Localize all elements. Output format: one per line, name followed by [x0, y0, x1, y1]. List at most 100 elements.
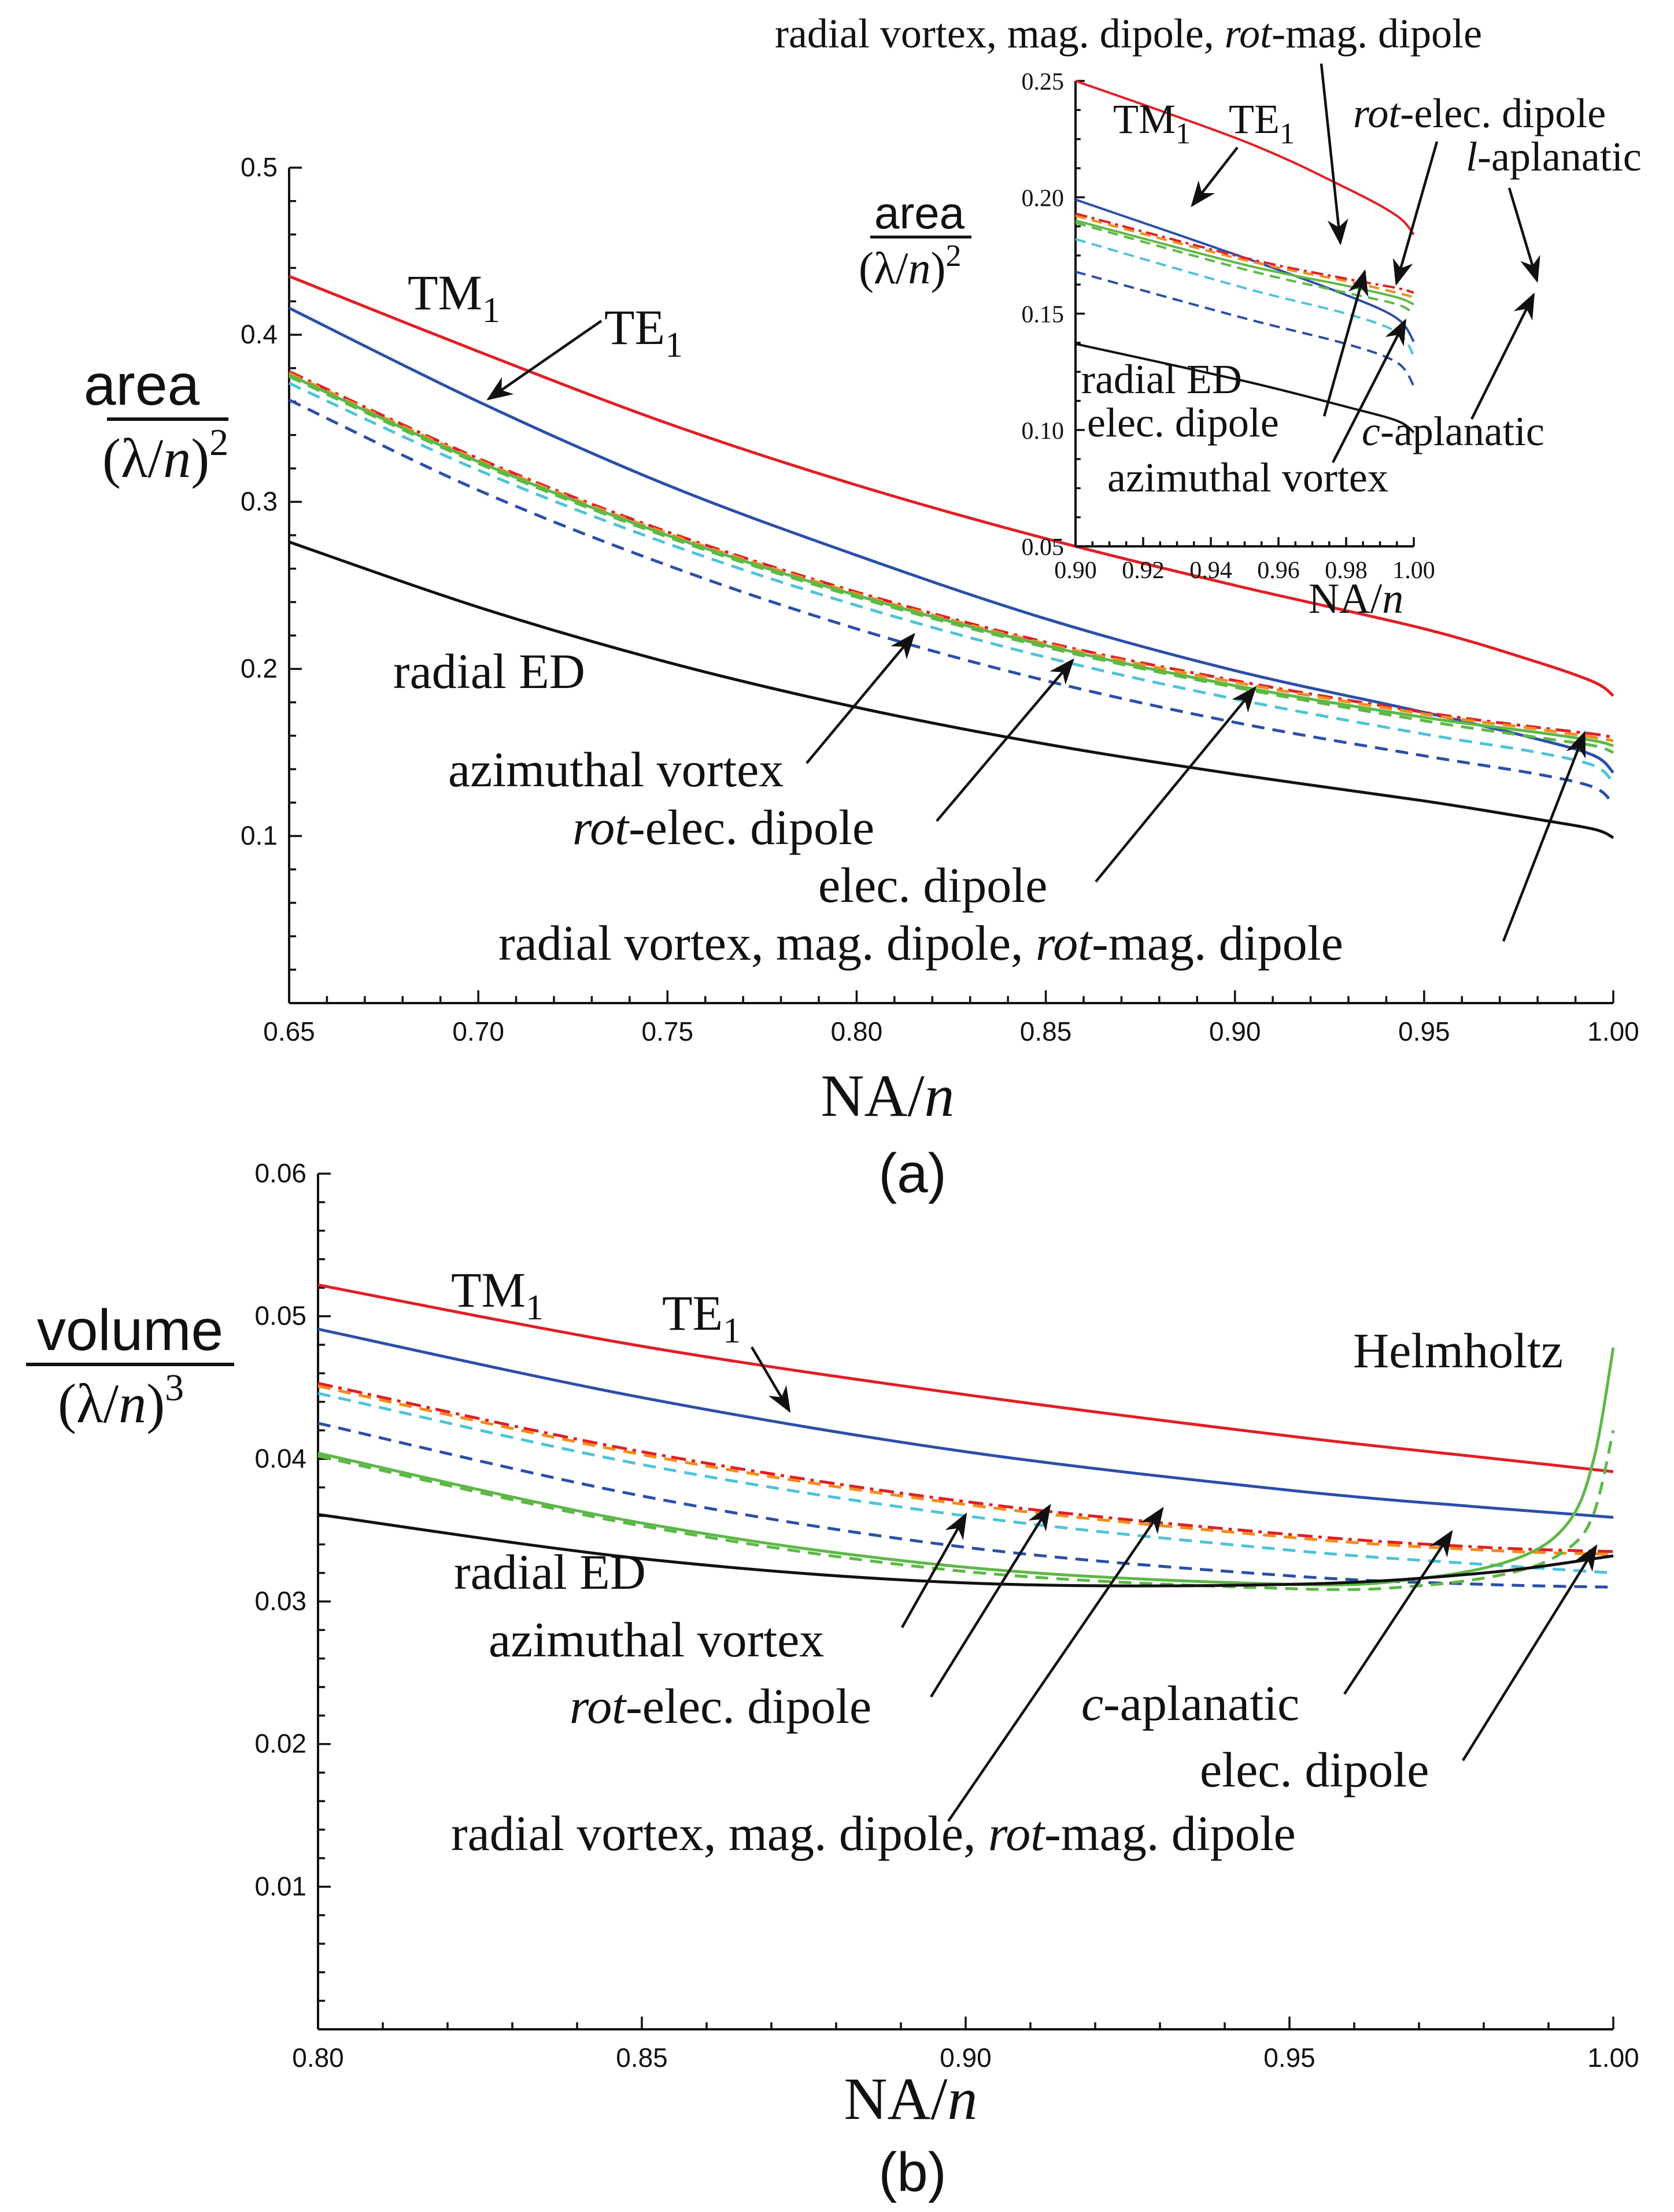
chart-b: 0.80 0.85 0.90 0.95 1.00 0.01 0.02 0.03 0.04 0.05…	[26, 1158, 1639, 2203]
b-arrow-rot-elec	[930, 1504, 1051, 1698]
inset-annot-top: radial vortex, mag. dipole, rot-mag. dip…	[775, 10, 1482, 57]
chart-a-ylabel-top: area	[84, 353, 200, 417]
chart-a: 0.65 0.70 0.75 0.80 0.85 0.90 0.95 1.00 0.1 0.2 0.…	[84, 10, 1642, 1204]
b-arrow-te1	[751, 1346, 791, 1413]
b-annot-c-aplanatic: c-aplanatic	[1081, 1675, 1299, 1731]
inset-series-te1	[1075, 198, 1415, 342]
b-arrow-azimuthal-vortex	[901, 1512, 967, 1629]
inset-arrow-te1	[1191, 146, 1239, 208]
panel-a-label: (a)	[878, 1142, 946, 1204]
chart-b-ylabel-bottom: (λ/n)3	[58, 1367, 184, 1434]
chart-a-series-tm1	[289, 275, 1614, 697]
chart-b-ytick-label: 0.01	[254, 1871, 306, 1901]
chart-a-ytick-label: 0.3	[241, 486, 278, 516]
chart-a-xtick-label: 1.00	[1587, 1016, 1639, 1046]
chart-a-xtick-label: 0.80	[831, 1016, 883, 1046]
chart-a-series-radial-ed	[289, 541, 1614, 839]
inset-series-tm1	[1075, 80, 1415, 235]
chart-b-ytick-label: 0.02	[254, 1729, 306, 1759]
inset-series-radial-ed	[1075, 342, 1415, 434]
chart-b-series-te1	[317, 1327, 1614, 1519]
chart-b-series-l-aplanatic	[317, 1385, 1614, 1556]
b-annot-te1: TE1	[662, 1285, 741, 1351]
inset-axes: 0.90 0.92 0.94 0.96 0.98 1.00 0.05 0.10 0.15 0.20…	[1022, 69, 1435, 584]
chart-b-series-azimuthal-vortex	[317, 1422, 1614, 1589]
chart-b-axes: 0.80 0.85 0.90 0.95 1.00 0.01 0.02 0.03 0.04 0.05…	[254, 1158, 1639, 2073]
inset-xtick-label: 0.98	[1325, 557, 1368, 584]
inset-ytick-label: 0.10	[1022, 418, 1065, 445]
chart-b-series-radial-ed	[317, 1513, 1614, 1588]
chart-b-xtick-label: 0.80	[292, 2043, 344, 2073]
chart-a-series-elec-dipole	[288, 373, 1614, 748]
a-annot-rot-elec-dipole: rot-elec. dipole	[572, 800, 874, 855]
a-annot-azimuthal-vortex: azimuthal vortex	[448, 742, 784, 797]
inset-xlabel: NA/n	[1309, 575, 1403, 623]
chart-a-ylabel-bottom: (λ/n)2	[102, 421, 228, 489]
inset-arrow-azimuthal-vortex	[1331, 318, 1407, 464]
inset-ytick-label: 0.05	[1022, 534, 1065, 561]
chart-a-axes: 0.65 0.70 0.75 0.80 0.85 0.90 0.95 1.00 0.1 0.2 0.…	[241, 152, 1639, 1046]
inset-series-azimuthal-vortex	[1075, 271, 1415, 387]
chart-a-xtick-label: 0.90	[1209, 1016, 1261, 1046]
a-arrow-rot-elec-dipole	[936, 658, 1074, 822]
chart-a-ytick-label: 0.4	[241, 319, 278, 349]
chart-a-xtick-label: 0.65	[263, 1016, 315, 1046]
inset-ytick-label: 0.25	[1022, 69, 1065, 95]
inset-annot-te1: TE1	[1229, 96, 1295, 150]
inset-arrow-l-aplanatic	[1507, 187, 1540, 283]
inset-xtick-label: 0.96	[1257, 557, 1300, 584]
chart-b-xtick-label: 0.95	[1263, 2043, 1315, 2073]
chart-a-xlabel: NA/n	[821, 1063, 954, 1129]
inset-ytick-label: 0.15	[1022, 302, 1065, 328]
inset-annot-azimuthal-vortex: azimuthal vortex	[1107, 454, 1388, 501]
inset-arrow-rot-elec	[1392, 141, 1439, 286]
chart-b-xtick-label: 0.85	[616, 2043, 668, 2073]
b-arrow-elec-dipole	[1462, 1544, 1598, 1762]
inset-arrow-elec-dipole	[1322, 269, 1369, 417]
inset-arrow-c-aplanatic	[1470, 292, 1535, 420]
chart-b-xtick-label: 0.90	[940, 2043, 992, 2073]
a-arrow-te1	[486, 320, 603, 401]
chart-a-xtick-label: 0.75	[642, 1016, 694, 1046]
b-annot-radial-ed: radial ED	[454, 1544, 646, 1600]
b-annot-azimuthal-vortex: azimuthal vortex	[489, 1612, 824, 1667]
panel-b-label: (b)	[878, 2141, 946, 2203]
inset-xtick-label: 1.00	[1392, 557, 1435, 584]
inset-annot-radial-ed: radial ED	[1081, 356, 1242, 402]
b-annot-rot-elec: rot-elec. dipole	[570, 1678, 871, 1734]
chart-a-xtick-label: 0.95	[1398, 1016, 1450, 1046]
a-annot-elec-dipole: elec. dipole	[818, 857, 1047, 913]
inset-xtick-label: 0.94	[1189, 557, 1232, 584]
b-arrow-radial-vortex	[947, 1507, 1164, 1822]
chart-a-series-c-aplanatic	[288, 375, 1614, 754]
inset-annot-c-aplanatic: c-aplanatic	[1362, 408, 1544, 454]
chart-b-ytick-label: 0.06	[254, 1158, 306, 1188]
a-annot-radial-vortex: radial vortex, mag. dipole, rot-mag. dip…	[498, 915, 1343, 971]
inset-arrow-top	[1320, 63, 1348, 246]
inset-ylabel-bottom: (λ/n)2	[859, 238, 961, 293]
inset-xtick-label: 0.90	[1054, 557, 1097, 584]
a-annot-te1: TE1	[604, 299, 683, 365]
inset-xtick-label: 0.92	[1122, 557, 1165, 584]
inset-annot-elec-dipole: elec. dipole	[1087, 400, 1279, 446]
a-annot-tm1: TM1	[408, 265, 500, 330]
chart-a-series	[288, 275, 1614, 839]
b-arrow-c-aplanatic	[1343, 1530, 1453, 1695]
chart-a-series-radial-vortex-mag-dipole-rot-mag-dipole	[288, 370, 1614, 739]
inset-series	[1075, 80, 1415, 434]
chart-b-series-tm1	[317, 1283, 1614, 1473]
inset-annot-tm1: TM1	[1113, 96, 1191, 150]
chart-b-ytick-label: 0.03	[254, 1586, 306, 1616]
chart-b-xlabel: NA/n	[844, 2066, 977, 2132]
chart-a-ytick-label: 0.1	[241, 820, 278, 850]
chart-b-ytick-label: 0.05	[254, 1301, 306, 1331]
b-annot-elec-dipole: elec. dipole	[1200, 1742, 1429, 1797]
inset-series-elec-dipole	[1075, 219, 1414, 306]
chart-b-ytick-label: 0.04	[254, 1443, 306, 1473]
chart-a-xtick-label: 0.85	[1020, 1016, 1072, 1046]
b-annot-radial-vortex: radial vortex, mag. dipole, rot-mag. dip…	[451, 1806, 1296, 1861]
a-annot-radial-ed: radial ED	[393, 643, 585, 699]
inset-series-l-aplanatic	[1075, 214, 1414, 299]
inset-ylabel-top: area	[874, 187, 965, 238]
